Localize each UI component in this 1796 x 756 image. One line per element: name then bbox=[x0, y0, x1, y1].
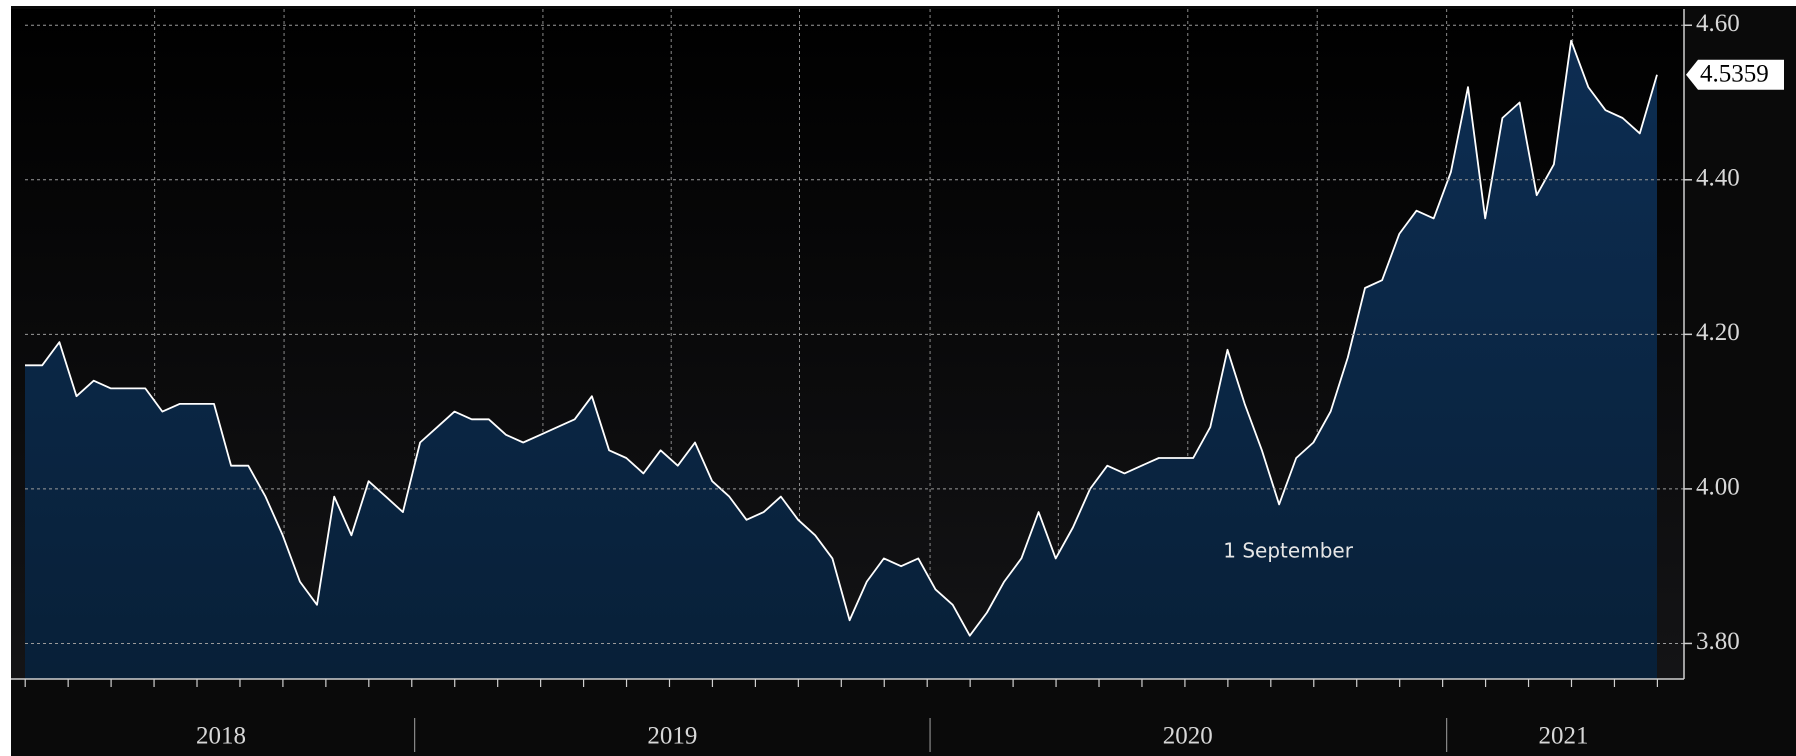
year-label: 2018 bbox=[196, 723, 246, 750]
year-label: 2021 bbox=[1538, 723, 1588, 750]
year-label: 2020 bbox=[1163, 723, 1213, 750]
annotation: 1 September bbox=[1223, 539, 1353, 563]
y-tick-label: 4.20 bbox=[1696, 319, 1740, 346]
y-tick-label: 4.40 bbox=[1696, 165, 1740, 192]
last-value-tag bbox=[1686, 59, 1784, 90]
last-value-label: 4.5359 bbox=[1700, 60, 1769, 87]
year-label: 2019 bbox=[647, 723, 697, 750]
y-tick-label: 4.60 bbox=[1696, 10, 1740, 37]
y-tick-label: 4.00 bbox=[1696, 474, 1740, 501]
line bbox=[25, 39, 1658, 637]
area bbox=[25, 40, 1657, 679]
y-tick-label: 3.80 bbox=[1696, 628, 1740, 655]
